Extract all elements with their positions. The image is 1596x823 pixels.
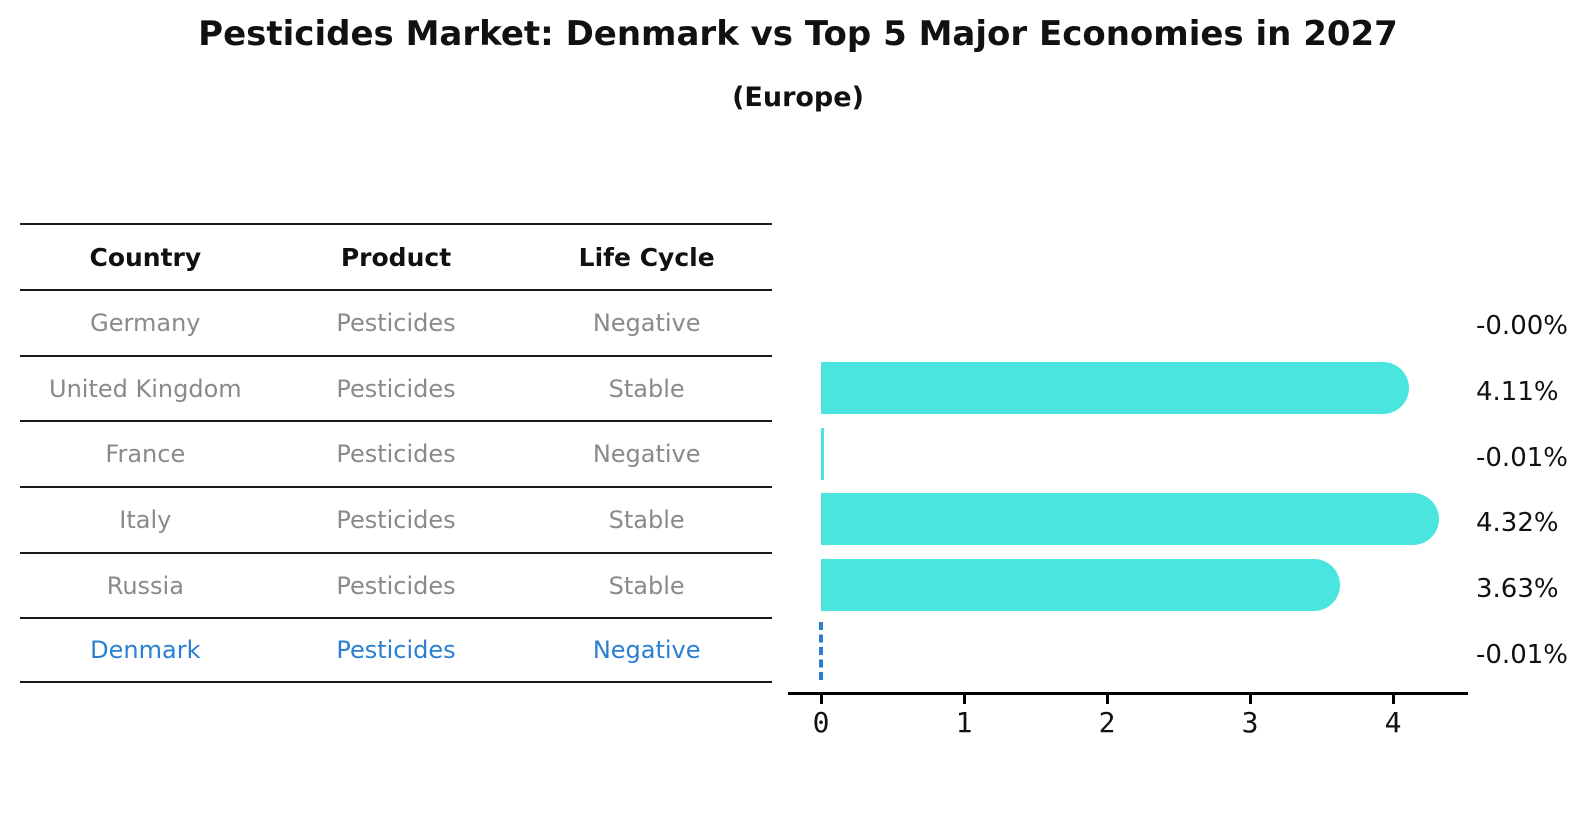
bar-italy: [821, 493, 1439, 546]
value-label-russia: 3.63%: [1476, 574, 1559, 605]
table-cell-life-cycle: Stable: [608, 374, 685, 403]
value-label-italy: 4.32%: [1476, 508, 1559, 539]
chart-title: Pesticides Market: Denmark vs Top 5 Majo…: [198, 14, 1398, 54]
value-label-france: -0.01%: [1476, 442, 1568, 473]
value-label-united-kingdom: 4.11%: [1476, 376, 1559, 407]
table-cell-life-cycle: Negative: [592, 440, 701, 469]
chart-subtitle: (Europe): [732, 82, 864, 113]
table-cell-product: Pesticides: [336, 571, 456, 600]
table-cell-country: Italy: [119, 505, 172, 534]
table-row: Italy Pesticides Stable: [20, 486, 772, 552]
table-row: United Kingdom Pesticides Stable: [20, 354, 772, 421]
table-row: Denmark Pesticides Negative: [20, 617, 772, 684]
table-cell-country: Germany: [90, 308, 201, 337]
x-axis-tick: [1105, 693, 1109, 704]
value-label-denmark: -0.01%: [1476, 640, 1568, 670]
x-axis-tick-label: 2: [1098, 706, 1116, 739]
table-cell-life-cycle: Stable: [608, 571, 685, 600]
table-cell-product: Pesticides: [336, 636, 456, 665]
table-cell-country: France: [105, 440, 186, 469]
x-axis-line: [788, 692, 1468, 695]
table-row: Russia Pesticides Stable: [20, 551, 772, 618]
x-axis-tick-label: 4: [1384, 706, 1402, 739]
highlight-bar-marker-denmark: [819, 622, 823, 680]
table-header-row: Country Product Life Cycle: [20, 223, 772, 289]
table-cell-life-cycle: Stable: [608, 505, 685, 534]
table-cell-country: Denmark: [90, 636, 201, 665]
table-cell-country: United Kingdom: [49, 374, 242, 403]
table-cell-product: Pesticides: [336, 440, 456, 469]
x-axis-tick-label: 3: [1241, 706, 1259, 739]
x-axis-tick: [819, 693, 823, 704]
table-row: France Pesticides Negative: [20, 420, 772, 486]
table-header-country: Country: [89, 242, 202, 272]
table-row: Germany Pesticides Negative: [20, 289, 772, 355]
value-label-germany: -0.00%: [1476, 311, 1568, 341]
table-header-product: Product: [340, 242, 452, 272]
x-axis-tick: [962, 693, 966, 704]
x-axis-tick-label: 0: [812, 706, 830, 739]
table-cell-country: Russia: [106, 571, 184, 600]
bar-france: [821, 427, 824, 480]
table-header-life-cycle: Life Cycle: [578, 242, 715, 272]
table-cell-life-cycle: Negative: [592, 308, 701, 337]
x-axis-tick-label: 1: [955, 706, 973, 739]
x-axis-tick: [1248, 693, 1252, 704]
x-axis-tick: [1391, 693, 1395, 704]
data-table: Country Product Life Cycle Germany Pesti…: [20, 223, 772, 684]
table-cell-life-cycle: Negative: [592, 636, 701, 665]
bar-united-kingdom: [821, 361, 1409, 414]
bar-russia: [821, 559, 1341, 612]
table-cell-product: Pesticides: [336, 374, 456, 403]
table-cell-product: Pesticides: [336, 308, 456, 337]
table-cell-product: Pesticides: [336, 505, 456, 534]
